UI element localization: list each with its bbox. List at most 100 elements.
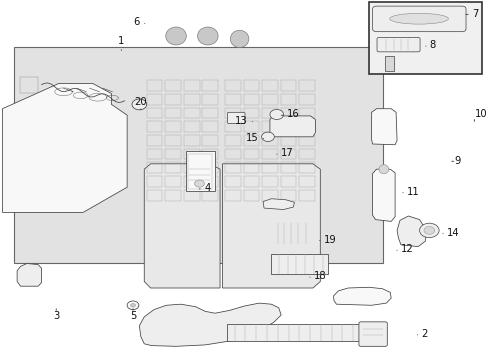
Polygon shape (333, 287, 390, 305)
Bar (280, 135, 296, 146)
Circle shape (132, 99, 146, 110)
Bar (202, 80, 218, 91)
Ellipse shape (197, 27, 218, 45)
Bar (183, 190, 199, 201)
Bar (188, 154, 211, 189)
Text: 18: 18 (313, 271, 326, 282)
Bar (224, 162, 240, 173)
Bar (299, 149, 314, 159)
Bar (280, 80, 296, 91)
Bar (202, 149, 218, 159)
Bar (183, 176, 199, 187)
Bar (202, 135, 218, 146)
Bar (185, 151, 215, 191)
Bar (243, 162, 259, 173)
Bar (146, 162, 162, 173)
Polygon shape (372, 169, 394, 221)
Polygon shape (144, 164, 220, 288)
Bar (280, 176, 296, 187)
Bar (271, 254, 327, 274)
Bar (224, 176, 240, 187)
Text: 3: 3 (53, 311, 59, 321)
Bar (299, 94, 314, 105)
Polygon shape (2, 84, 127, 212)
Text: 19: 19 (323, 235, 336, 245)
Circle shape (194, 180, 204, 187)
Text: 1: 1 (118, 36, 124, 46)
Bar (165, 162, 181, 173)
Bar (165, 135, 181, 146)
Text: 8: 8 (429, 40, 435, 50)
Bar (299, 176, 314, 187)
Bar (243, 176, 259, 187)
Ellipse shape (230, 30, 248, 48)
Text: 6: 6 (133, 17, 140, 27)
Bar (243, 149, 259, 159)
Bar (280, 94, 296, 105)
Bar (183, 149, 199, 159)
Bar (165, 108, 181, 118)
Bar (243, 94, 259, 105)
Bar (165, 94, 181, 105)
Bar (299, 190, 314, 201)
Bar (299, 80, 314, 91)
Bar (224, 149, 240, 159)
Bar (165, 80, 181, 91)
Bar (224, 94, 240, 105)
Bar (14, 47, 382, 263)
Bar (262, 135, 277, 146)
Text: 20: 20 (134, 96, 147, 107)
Bar (262, 94, 277, 105)
Text: 13: 13 (234, 116, 247, 126)
Bar (262, 149, 277, 159)
Bar (243, 80, 259, 91)
Bar (299, 121, 314, 132)
Polygon shape (139, 303, 281, 346)
Polygon shape (17, 264, 41, 286)
Circle shape (127, 301, 139, 310)
Bar (202, 94, 218, 105)
Bar (224, 135, 240, 146)
Ellipse shape (378, 165, 388, 174)
Bar (202, 162, 218, 173)
Circle shape (423, 226, 434, 234)
Bar (243, 135, 259, 146)
Bar (165, 149, 181, 159)
Bar (202, 190, 218, 201)
Bar (202, 176, 218, 187)
Circle shape (269, 109, 283, 120)
Text: 7: 7 (471, 9, 477, 19)
Bar (280, 149, 296, 159)
Text: 17: 17 (280, 148, 293, 158)
Bar (146, 135, 162, 146)
Bar (299, 108, 314, 118)
Bar (146, 121, 162, 132)
Bar (224, 121, 240, 132)
Bar (243, 121, 259, 132)
Text: 10: 10 (474, 109, 487, 120)
FancyBboxPatch shape (372, 6, 465, 32)
Text: 11: 11 (406, 187, 419, 197)
Text: 2: 2 (421, 329, 427, 339)
Bar (243, 108, 259, 118)
Circle shape (419, 223, 438, 238)
Bar (165, 176, 181, 187)
Bar (280, 190, 296, 201)
Text: 14: 14 (446, 228, 459, 238)
Polygon shape (371, 109, 396, 145)
Polygon shape (269, 116, 315, 137)
Bar (299, 162, 314, 173)
Text: 16: 16 (286, 109, 299, 120)
Bar (262, 176, 277, 187)
Bar (262, 121, 277, 132)
Bar (262, 80, 277, 91)
Bar (183, 121, 199, 132)
Bar (146, 80, 162, 91)
Bar (227, 324, 364, 341)
Bar (262, 190, 277, 201)
Text: 4: 4 (204, 183, 210, 193)
Bar (183, 108, 199, 118)
Bar (262, 108, 277, 118)
Circle shape (261, 132, 274, 141)
Bar (202, 121, 218, 132)
